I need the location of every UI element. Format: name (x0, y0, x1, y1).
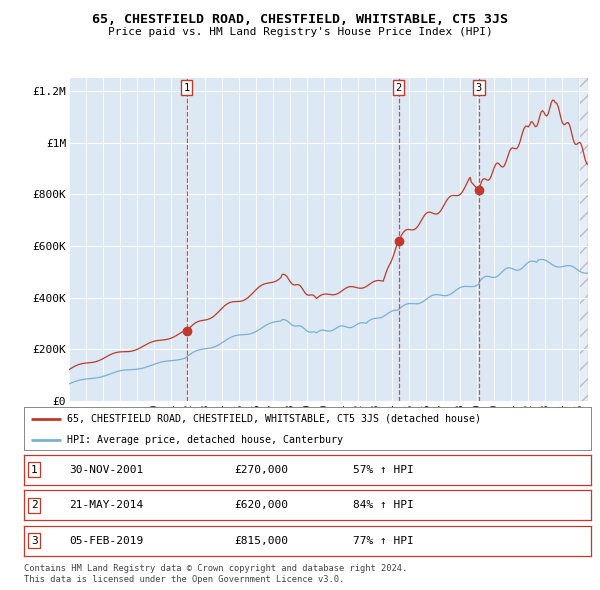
Text: HPI: Average price, detached house, Canterbury: HPI: Average price, detached house, Cant… (67, 435, 343, 445)
Text: 57% ↑ HPI: 57% ↑ HPI (353, 465, 413, 475)
Text: 3: 3 (31, 536, 38, 546)
Text: 21-MAY-2014: 21-MAY-2014 (70, 500, 143, 510)
Text: £270,000: £270,000 (234, 465, 288, 475)
Text: 30-NOV-2001: 30-NOV-2001 (70, 465, 143, 475)
Text: 2: 2 (31, 500, 38, 510)
Text: 84% ↑ HPI: 84% ↑ HPI (353, 500, 413, 510)
Text: £620,000: £620,000 (234, 500, 288, 510)
Text: 1: 1 (184, 83, 190, 93)
Text: 65, CHESTFIELD ROAD, CHESTFIELD, WHITSTABLE, CT5 3JS: 65, CHESTFIELD ROAD, CHESTFIELD, WHITSTA… (92, 13, 508, 26)
Text: Price paid vs. HM Land Registry's House Price Index (HPI): Price paid vs. HM Land Registry's House … (107, 27, 493, 37)
Text: This data is licensed under the Open Government Licence v3.0.: This data is licensed under the Open Gov… (24, 575, 344, 584)
Text: Contains HM Land Registry data © Crown copyright and database right 2024.: Contains HM Land Registry data © Crown c… (24, 565, 407, 573)
Text: £815,000: £815,000 (234, 536, 288, 546)
Text: 3: 3 (476, 83, 482, 93)
Text: 05-FEB-2019: 05-FEB-2019 (70, 536, 143, 546)
Text: 77% ↑ HPI: 77% ↑ HPI (353, 536, 413, 546)
Text: 1: 1 (31, 465, 38, 475)
Text: 2: 2 (395, 83, 402, 93)
Text: 65, CHESTFIELD ROAD, CHESTFIELD, WHITSTABLE, CT5 3JS (detached house): 65, CHESTFIELD ROAD, CHESTFIELD, WHITSTA… (67, 414, 481, 424)
